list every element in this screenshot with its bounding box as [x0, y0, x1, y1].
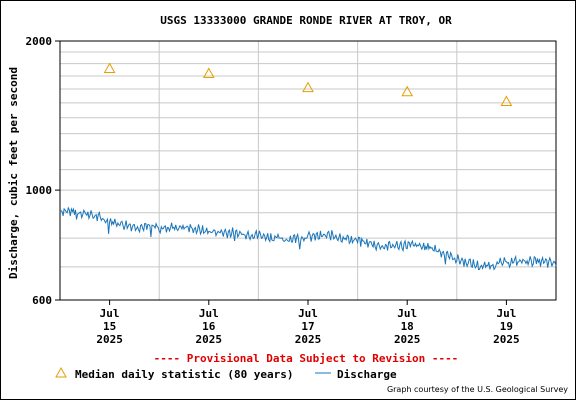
x-tick-label: 2025 — [196, 333, 223, 346]
median-series — [103, 62, 513, 106]
x-tick-label: Jul — [397, 307, 417, 320]
y-tick-label: 1000 — [26, 184, 53, 197]
provisional-note: ---- Provisional Data Subject to Revisio… — [154, 352, 459, 365]
x-tick-label: 17 — [301, 320, 314, 333]
median-point — [302, 81, 314, 93]
legend: Median daily statistic (80 years) Discha… — [55, 366, 397, 381]
y-axis-ticks: 600 1000 2000 — [26, 35, 60, 307]
x-tick-label: Jul — [199, 307, 219, 320]
grid-layer — [60, 40, 556, 301]
y-tick-label: 2000 — [26, 35, 53, 48]
x-tick-label: 15 — [103, 320, 116, 333]
median-point — [401, 85, 414, 97]
y-axis-label: Discharge, cubic feet per second — [7, 67, 20, 279]
x-tick-label: 2025 — [96, 333, 123, 346]
x-tick-label: 2025 — [493, 333, 520, 346]
median-point — [500, 95, 513, 106]
plot-area-frame — [59, 40, 557, 301]
median-point — [202, 67, 215, 78]
x-tick-label: 2025 — [295, 333, 322, 346]
x-tick-label: 2025 — [394, 333, 421, 346]
x-axis-ticks: Jul152025Jul162025Jul172025Jul182025Jul1… — [96, 300, 520, 346]
legend-discharge-label: Discharge — [337, 368, 397, 381]
x-tick-label: 18 — [401, 320, 414, 333]
x-tick-label: Jul — [100, 307, 120, 320]
median-point — [103, 62, 116, 73]
discharge-series — [59, 206, 557, 271]
x-tick-label: 16 — [202, 320, 216, 333]
x-tick-label: 19 — [500, 320, 513, 333]
x-tick-label: Jul — [298, 307, 318, 320]
chart-title: USGS 13333000 GRANDE RONDE RIVER AT TROY… — [160, 14, 452, 27]
discharge-line — [59, 206, 557, 271]
legend-median-marker — [55, 366, 67, 378]
plot-border — [59, 40, 557, 301]
x-tick-label: Jul — [496, 307, 516, 320]
usgs-credit: Graph courtesy of the U.S. Geological Su… — [387, 385, 568, 394]
legend-median-label: Median daily statistic (80 years) — [75, 368, 294, 381]
y-tick-label: 600 — [32, 294, 52, 307]
